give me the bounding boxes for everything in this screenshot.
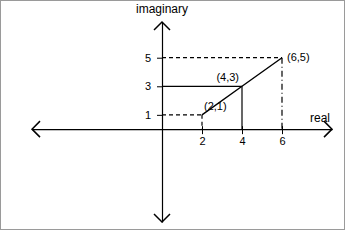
y-tick: 5	[145, 52, 162, 64]
y-tick-label: 3	[145, 80, 151, 92]
chart: 2 4 6 1 3 5 (2,1) (4,3) (6,5) imaginary real	[0, 0, 345, 230]
guide-horizontal	[162, 57, 282, 58]
point-label: (6,5)	[287, 51, 310, 63]
x-tick: 6	[279, 126, 285, 147]
axis-arrow	[154, 214, 170, 222]
frame	[1, 1, 345, 230]
guide-vertical	[201, 115, 202, 129]
labels: (2,1) (4,3) (6,5) imaginary real	[136, 2, 330, 125]
guide-horizontal	[162, 86, 242, 87]
guide-vertical	[241, 86, 242, 129]
point-label: (2,1)	[204, 100, 227, 112]
x-tick: 2	[199, 126, 205, 147]
x-tick-mark	[202, 126, 203, 134]
y-tick-mark	[157, 86, 162, 87]
y-tick-label: 1	[145, 109, 151, 121]
x-axis-title: real	[310, 111, 330, 125]
y-axis-title: imaginary	[136, 2, 188, 16]
x-tick-label: 4	[239, 135, 245, 147]
x-axis: 2 4 6	[33, 126, 333, 147]
x-tick: 4	[239, 126, 245, 147]
y-tick-mark	[157, 115, 162, 116]
y-tick-mark	[157, 58, 162, 59]
y-tick: 1	[145, 109, 162, 121]
guide-horizontal	[162, 114, 202, 115]
x-tick-label: 2	[199, 135, 205, 147]
y-tick-label: 5	[145, 52, 151, 64]
x-tick-label: 6	[279, 135, 285, 147]
plot	[162, 58, 282, 129]
y-axis-line	[162, 23, 163, 223]
point-label: (4,3)	[216, 71, 239, 83]
y-axis: 1 3 5	[145, 23, 163, 223]
axis-arrows	[32, 22, 332, 222]
axis-arrow	[32, 121, 40, 137]
x-axis-line	[33, 129, 333, 130]
axis-arrow	[154, 22, 170, 30]
series-line	[202, 58, 282, 115]
y-tick: 3	[145, 80, 162, 92]
guide-vertical	[281, 58, 282, 129]
